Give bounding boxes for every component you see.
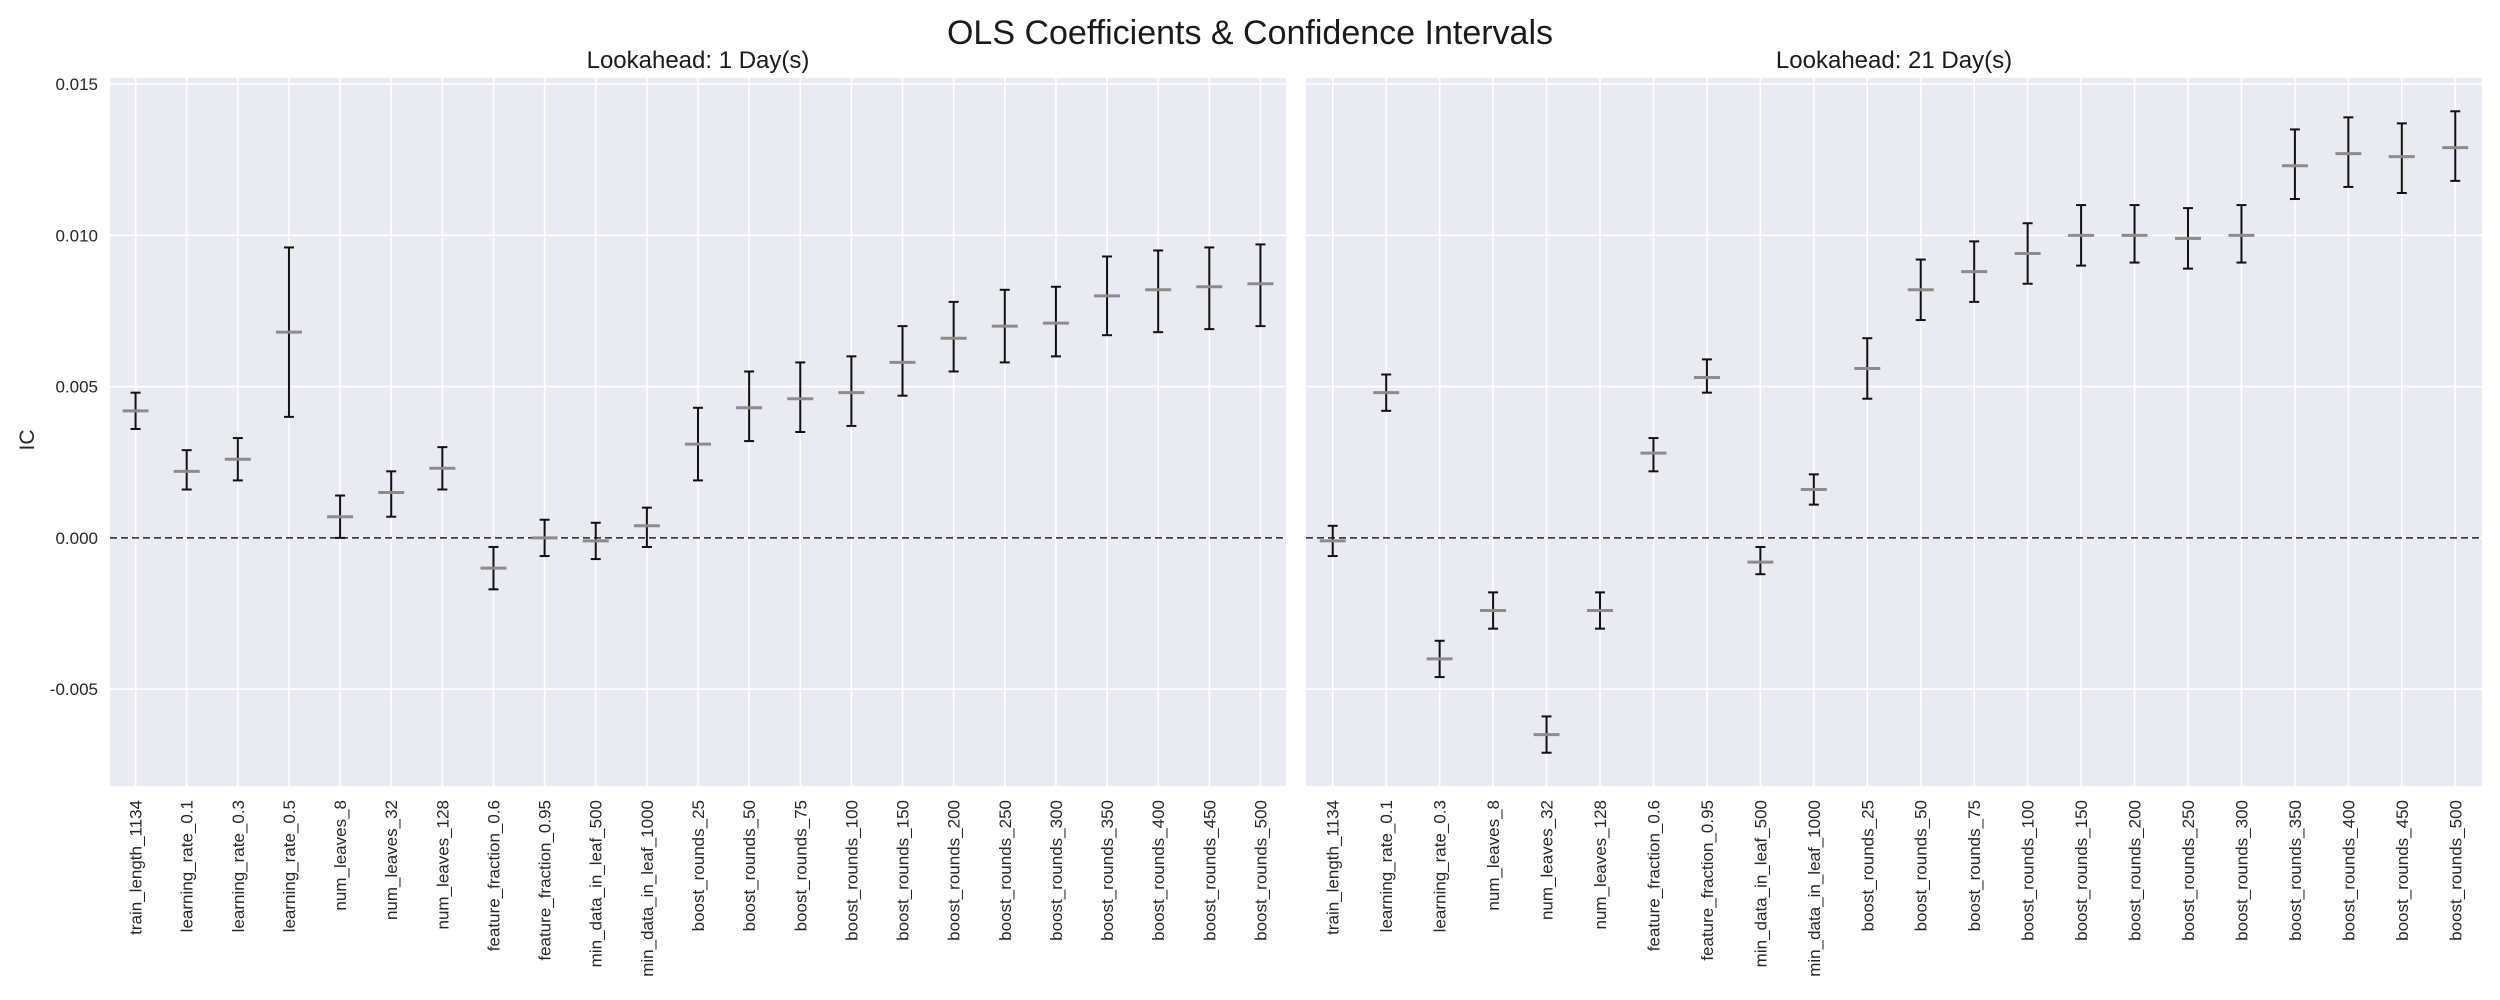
x-tick-label: boost_rounds_300 — [2232, 800, 2251, 941]
x-tick-label: min_data_in_leaf_500 — [1751, 800, 1770, 967]
x-tick-label: boost_rounds_200 — [945, 800, 964, 941]
y-tick-label: -0.005 — [50, 680, 98, 699]
x-tick-label: min_data_in_leaf_1000 — [1805, 800, 1824, 977]
x-tick-label: boost_rounds_400 — [1149, 800, 1168, 941]
x-tick-label: boost_rounds_500 — [1251, 800, 1270, 941]
chart-panel-1: -0.005 0.000 0.005 0.010 0.015 train_length_1… — [50, 47, 1286, 977]
x-tick-label: boost_rounds_250 — [996, 800, 1015, 941]
x-tick-label: learning_rate_0.1 — [1377, 800, 1396, 932]
x-tick-label: boost_rounds_100 — [842, 800, 861, 941]
x-tick-label: boost_rounds_300 — [1047, 800, 1066, 941]
panel-title: Lookahead: 1 Day(s) — [587, 47, 810, 74]
x-tick-label: learning_rate_0.5 — [280, 800, 299, 932]
x-tick-label: boost_rounds_75 — [1965, 800, 1984, 931]
x-tick-label: boost_rounds_75 — [791, 800, 810, 931]
y-tick-label: 0.005 — [55, 378, 98, 397]
panel-title: Lookahead: 21 Day(s) — [1776, 47, 2012, 74]
x-tick-label: boost_rounds_400 — [2339, 800, 2358, 941]
x-tick-label: boost_rounds_500 — [2446, 800, 2465, 941]
x-tick-label: feature_fraction_0.95 — [1698, 800, 1717, 961]
x-tick-label: feature_fraction_0.6 — [484, 800, 503, 951]
x-tick-label: min_data_in_leaf_1000 — [638, 800, 657, 977]
plot-background — [1306, 78, 2482, 786]
x-tick-label: boost_rounds_50 — [740, 800, 759, 931]
x-tick-label: boost_rounds_50 — [1912, 800, 1931, 931]
x-tick-label: train_length_1134 — [127, 800, 146, 935]
x-tick-label: boost_rounds_450 — [2393, 800, 2412, 941]
x-tick-label: num_leaves_8 — [1484, 800, 1503, 911]
x-tick-label: num_leaves_32 — [1538, 800, 1557, 920]
x-tick-label: boost_rounds_150 — [894, 800, 913, 941]
x-tick-label: boost_rounds_350 — [1098, 800, 1117, 941]
x-tick-label: num_leaves_128 — [433, 800, 452, 929]
x-tick-label: boost_rounds_150 — [2072, 800, 2091, 941]
x-tick-label: num_leaves_8 — [331, 800, 350, 911]
x-tick-label: num_leaves_128 — [1591, 800, 1610, 929]
x-tick-label: feature_fraction_0.95 — [536, 800, 555, 961]
chart-panel-2: train_length_1134 learning_rate_0.1 learni… — [1306, 47, 2482, 977]
x-tick-label: train_length_1134 — [1324, 800, 1343, 935]
x-tick-label: learning_rate_0.3 — [229, 800, 248, 932]
x-tick-label: boost_rounds_350 — [2286, 800, 2305, 941]
x-tick-label: learning_rate_0.3 — [1431, 800, 1450, 932]
y-axis-label: IC — [16, 430, 39, 451]
y-tick-label: 0.015 — [55, 75, 98, 94]
x-tick-label: boost_rounds_25 — [689, 800, 708, 931]
y-tick-label: 0.000 — [55, 529, 98, 548]
x-tick-label: num_leaves_32 — [382, 800, 401, 920]
x-tick-label: boost_rounds_250 — [2179, 800, 2198, 941]
x-tick-label: feature_fraction_0.6 — [1644, 800, 1663, 951]
x-tick-label: boost_rounds_25 — [1858, 800, 1877, 931]
x-tick-label: min_data_in_leaf_500 — [587, 800, 606, 967]
figure-title: OLS Coefficients & Confidence Intervals — [947, 14, 1553, 52]
x-tick-label: boost_rounds_200 — [2126, 800, 2145, 941]
x-tick-label: learning_rate_0.1 — [178, 800, 197, 932]
x-tick-label: boost_rounds_450 — [1200, 800, 1219, 941]
y-tick-label: 0.010 — [55, 226, 98, 245]
x-tick-label: boost_rounds_100 — [2019, 800, 2038, 941]
